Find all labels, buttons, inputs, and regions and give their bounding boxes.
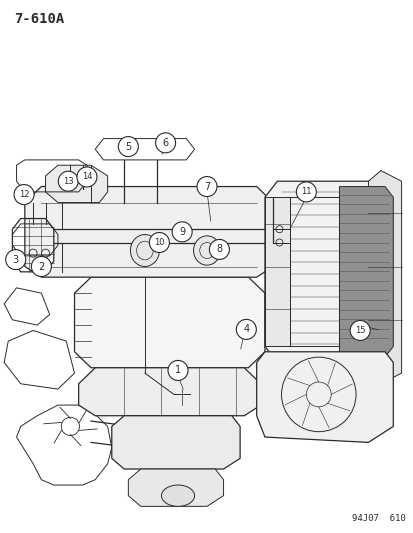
Circle shape — [118, 136, 138, 157]
Circle shape — [31, 256, 51, 277]
Circle shape — [349, 320, 369, 341]
Text: 10: 10 — [154, 238, 164, 247]
Text: 9: 9 — [179, 227, 185, 237]
Circle shape — [172, 222, 192, 242]
Polygon shape — [25, 187, 273, 277]
Text: 3: 3 — [13, 255, 19, 264]
Ellipse shape — [161, 485, 194, 506]
Circle shape — [197, 176, 216, 197]
Circle shape — [149, 232, 169, 253]
Circle shape — [168, 360, 188, 381]
Polygon shape — [368, 171, 401, 384]
Polygon shape — [264, 181, 384, 362]
Text: 6: 6 — [162, 138, 168, 148]
Ellipse shape — [193, 236, 220, 265]
Text: 5: 5 — [125, 142, 131, 151]
Text: 4: 4 — [243, 325, 249, 334]
Text: 7: 7 — [203, 182, 210, 191]
Text: 1: 1 — [175, 366, 180, 375]
Text: 13: 13 — [63, 177, 74, 185]
Circle shape — [58, 171, 78, 191]
Text: 8: 8 — [216, 245, 222, 254]
Text: 12: 12 — [19, 190, 29, 199]
Circle shape — [209, 239, 229, 260]
Ellipse shape — [130, 235, 159, 266]
Text: 94J07  610: 94J07 610 — [351, 514, 405, 523]
Polygon shape — [74, 277, 264, 368]
Text: 2: 2 — [38, 262, 45, 271]
Polygon shape — [128, 469, 223, 506]
Polygon shape — [256, 352, 392, 442]
Polygon shape — [112, 416, 240, 469]
Polygon shape — [45, 165, 107, 203]
Circle shape — [236, 319, 256, 340]
Circle shape — [155, 133, 175, 153]
Text: 15: 15 — [354, 326, 365, 335]
Text: 7-610A: 7-610A — [14, 12, 64, 26]
Circle shape — [77, 167, 97, 187]
Circle shape — [6, 249, 26, 270]
Text: 11: 11 — [300, 188, 311, 196]
Circle shape — [296, 182, 316, 202]
Polygon shape — [339, 187, 392, 357]
Polygon shape — [78, 368, 260, 416]
Polygon shape — [264, 197, 289, 346]
Circle shape — [14, 184, 34, 205]
Text: 14: 14 — [81, 173, 92, 181]
